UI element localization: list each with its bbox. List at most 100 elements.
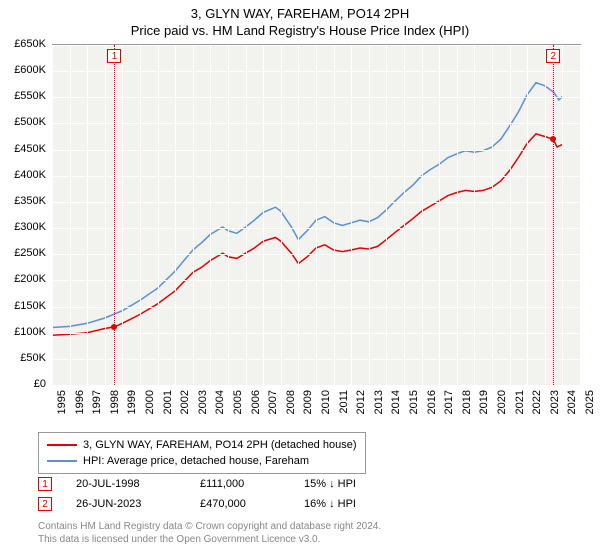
grid-line-v xyxy=(316,45,317,385)
transaction-diff: 15% ↓ HPI xyxy=(304,478,404,490)
grid-line-v xyxy=(210,45,211,385)
grid-line-v xyxy=(140,45,141,385)
grid-line-v xyxy=(263,45,264,385)
transaction-price: £111,000 xyxy=(200,478,280,490)
x-tick-label: 2013 xyxy=(373,390,385,414)
footer-line1: Contains HM Land Registry data © Crown c… xyxy=(38,520,381,533)
x-tick-label: 1997 xyxy=(91,390,103,414)
x-tick-label: 2008 xyxy=(285,390,297,414)
series-hpi xyxy=(52,83,562,328)
title-address: 3, GLYN WAY, FAREHAM, PO14 2PH xyxy=(0,6,600,21)
grid-line-v xyxy=(386,45,387,385)
y-tick-label: £150K xyxy=(14,300,46,312)
transaction-marker: 1 xyxy=(38,477,52,491)
title-subtitle: Price paid vs. HM Land Registry's House … xyxy=(0,23,600,38)
marker-dot xyxy=(111,324,117,330)
x-tick-label: 1999 xyxy=(126,390,138,414)
grid-line-v xyxy=(404,45,405,385)
transaction-table: 1 20-JUL-1998 £111,000 15% ↓ HPI 2 26-JUN-202… xyxy=(38,474,404,514)
x-tick-label: 2015 xyxy=(408,390,420,414)
x-tick-label: 2021 xyxy=(514,390,526,414)
transaction-price: £470,000 xyxy=(200,498,280,510)
marker-label: 1 xyxy=(107,49,121,63)
x-axis: 1995199619971998199920002001200220032004… xyxy=(52,386,580,432)
transaction-row: 1 20-JUL-1998 £111,000 15% ↓ HPI xyxy=(38,474,404,494)
transaction-date: 20-JUL-1998 xyxy=(76,478,176,490)
series-price_paid xyxy=(52,134,562,335)
grid-line-v xyxy=(158,45,159,385)
x-tick-label: 2017 xyxy=(443,390,455,414)
x-tick-label: 2006 xyxy=(250,390,262,414)
marker-vline xyxy=(553,45,554,385)
x-tick-label: 2011 xyxy=(338,390,350,414)
grid-line-v xyxy=(105,45,106,385)
x-tick-label: 2020 xyxy=(496,390,508,414)
x-tick-label: 2010 xyxy=(320,390,332,414)
y-tick-label: £0 xyxy=(34,378,46,390)
grid-line-v xyxy=(527,45,528,385)
grid-line-v xyxy=(175,45,176,385)
footer-attribution: Contains HM Land Registry data © Crown c… xyxy=(38,520,381,546)
y-tick-label: £500K xyxy=(14,116,46,128)
x-tick-label: 2007 xyxy=(267,390,279,414)
x-tick-label: 2018 xyxy=(461,390,473,414)
legend: 3, GLYN WAY, FAREHAM, PO14 2PH (detached… xyxy=(38,432,366,474)
marker-dot xyxy=(550,136,556,142)
grid-line-v xyxy=(369,45,370,385)
y-tick-label: £300K xyxy=(14,221,46,233)
x-tick-label: 2003 xyxy=(197,390,209,414)
legend-label: HPI: Average price, detached house, Fare… xyxy=(83,455,309,467)
footer-line2: This data is licensed under the Open Gov… xyxy=(38,533,381,546)
grid-line-v xyxy=(246,45,247,385)
y-tick-label: £600K xyxy=(14,64,46,76)
grid-line-v xyxy=(193,45,194,385)
marker-label: 2 xyxy=(546,49,560,63)
y-tick-label: £650K xyxy=(14,38,46,50)
x-tick-label: 2004 xyxy=(214,390,226,414)
marker-vline xyxy=(114,45,115,385)
y-tick-label: £350K xyxy=(14,195,46,207)
x-tick-label: 2009 xyxy=(302,390,314,414)
legend-swatch xyxy=(47,444,77,446)
chart-plot-area: 12 xyxy=(52,44,581,385)
x-tick-label: 2022 xyxy=(531,390,543,414)
y-tick-label: £250K xyxy=(14,247,46,259)
grid-line-v xyxy=(457,45,458,385)
grid-line-v xyxy=(510,45,511,385)
grid-line-v xyxy=(474,45,475,385)
grid-line-v xyxy=(422,45,423,385)
legend-label: 3, GLYN WAY, FAREHAM, PO14 2PH (detached… xyxy=(83,439,357,451)
transaction-date: 26-JUN-2023 xyxy=(76,498,176,510)
y-tick-label: £50K xyxy=(20,352,46,364)
legend-item: 3, GLYN WAY, FAREHAM, PO14 2PH (detached… xyxy=(47,437,357,453)
x-tick-label: 2025 xyxy=(584,390,596,414)
x-tick-label: 2024 xyxy=(566,390,578,414)
grid-line-v xyxy=(351,45,352,385)
x-tick-label: 2019 xyxy=(478,390,490,414)
y-tick-label: £450K xyxy=(14,143,46,155)
x-tick-label: 2016 xyxy=(426,390,438,414)
transaction-row: 2 26-JUN-2023 £470,000 16% ↓ HPI xyxy=(38,494,404,514)
y-tick-label: £400K xyxy=(14,169,46,181)
grid-line-v xyxy=(70,45,71,385)
x-tick-label: 2012 xyxy=(355,390,367,414)
x-tick-label: 2001 xyxy=(162,390,174,414)
transaction-marker: 2 xyxy=(38,497,52,511)
x-tick-label: 1998 xyxy=(109,390,121,414)
grid-line-v xyxy=(87,45,88,385)
grid-line-v xyxy=(122,45,123,385)
y-tick-label: £200K xyxy=(14,273,46,285)
grid-line-v xyxy=(228,45,229,385)
grid-line-v xyxy=(281,45,282,385)
grid-line-v xyxy=(52,45,53,385)
y-tick-label: £100K xyxy=(14,326,46,338)
x-tick-label: 1995 xyxy=(56,390,68,414)
x-tick-label: 2005 xyxy=(232,390,244,414)
x-tick-label: 2000 xyxy=(144,390,156,414)
x-tick-label: 2023 xyxy=(549,390,561,414)
transaction-diff: 16% ↓ HPI xyxy=(304,498,404,510)
x-tick-label: 2014 xyxy=(390,390,402,414)
grid-line-v xyxy=(562,45,563,385)
grid-line-v xyxy=(439,45,440,385)
grid-line-v xyxy=(492,45,493,385)
